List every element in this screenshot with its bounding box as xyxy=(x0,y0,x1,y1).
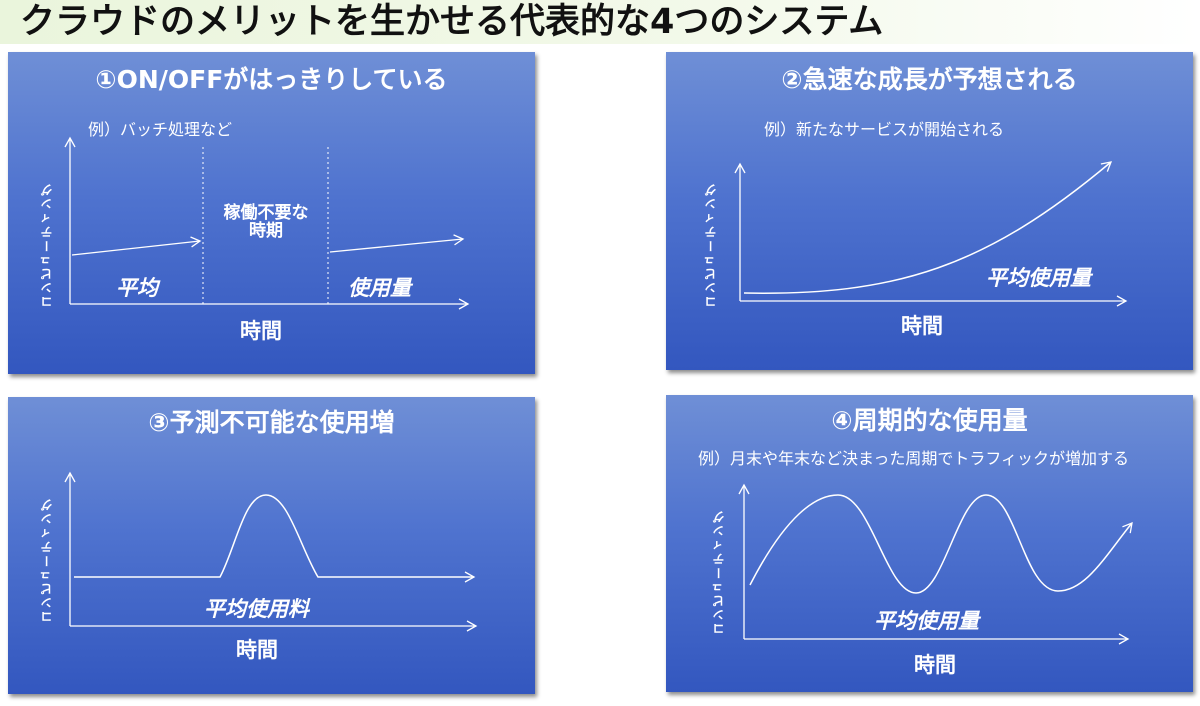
panel-title: ②急速な成長が予想される xyxy=(781,65,1078,94)
idle-period-label: 稼働不要な 時期 xyxy=(223,203,309,241)
x-axis-label: 時間 xyxy=(914,653,956,677)
panel-title: ④周期的な使用量 xyxy=(831,406,1028,435)
average-usage-label: 平均使用量 xyxy=(874,609,979,633)
x-axis-label: 時間 xyxy=(240,319,282,343)
growth-curve xyxy=(743,161,1113,294)
average-usage-label: 平均使用料 xyxy=(204,597,309,621)
on-off-chart xyxy=(64,136,470,310)
usage-line-right xyxy=(329,234,465,253)
panel-rapid-growth: ②急速な成長が予想される 例）新たなサービスが開始される コンピューティング 平… xyxy=(666,52,1193,370)
growth-chart xyxy=(734,161,1128,307)
panel-periodic: ④周期的な使用量 例）月末や年末など決まった周期でトラフィックが増加する コンピ… xyxy=(666,395,1193,692)
spike-chart xyxy=(64,471,478,632)
title-band xyxy=(0,0,1200,44)
page-title: クラウドのメリットを生かせる代表的な4つのシステム xyxy=(20,2,884,42)
panel-title: ①ON/OFFがはっきりしている xyxy=(95,65,448,94)
average-label: 平均 xyxy=(116,276,158,300)
x-axis-label: 時間 xyxy=(236,638,278,662)
periodic-chart xyxy=(738,483,1133,645)
wave-line xyxy=(749,494,1133,594)
panel-subtitle: 例）月末や年末など決まった周期でトラフィックが増加する xyxy=(698,449,1130,468)
average-usage-label: 平均使用量 xyxy=(986,266,1091,290)
panel-on-off: ①ON/OFFがはっきりしている 例）バッチ処理など コンピューティング 稼働不… xyxy=(8,52,535,374)
usage-label: 使用量 xyxy=(348,276,411,300)
x-axis-label: 時間 xyxy=(901,314,943,338)
panel-unpredictable: ③予測不可能な使用増 コンピューティング 平均使用料 時間 xyxy=(8,397,535,694)
panel-subtitle: 例）バッチ処理など xyxy=(88,120,233,139)
spike-line xyxy=(74,494,476,583)
panel-title: ③予測不可能な使用増 xyxy=(148,408,395,437)
panel-subtitle: 例）新たなサービスが開始される xyxy=(764,120,1005,139)
usage-line-left xyxy=(71,236,202,256)
